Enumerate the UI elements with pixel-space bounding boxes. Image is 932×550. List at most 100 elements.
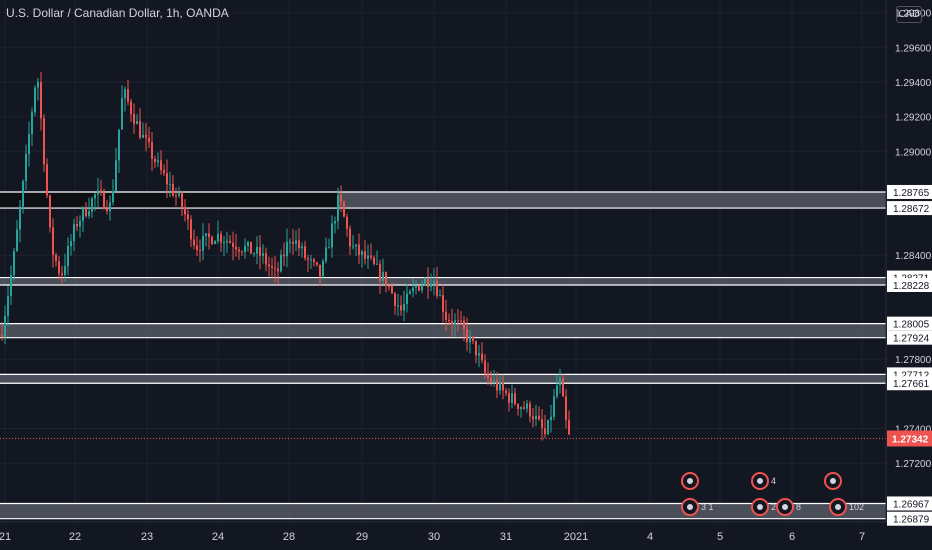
event-marker [824,472,842,490]
candle-body [100,190,102,193]
candle-body [190,219,192,240]
event-marker-dot [830,478,836,484]
candle-body [103,192,105,209]
candle-body [286,241,288,257]
candle-body [481,353,483,361]
candle-body [139,120,141,138]
candle-body [124,89,126,99]
event-marker-dot [687,504,693,510]
candle-body [181,193,183,207]
candle-body [70,241,72,247]
candle-body [472,336,474,341]
candle-body [136,120,138,125]
y-tick-label: 1.29600 [895,43,932,54]
y-tick-label: 1.28400 [895,251,932,262]
candle-body [355,244,357,247]
x-tick-label: 30 [428,531,440,543]
candle-body [10,275,12,297]
candle-body [310,259,312,261]
candle-body [247,241,249,246]
candle-body [343,201,345,217]
y-tick-label: 1.29400 [895,78,932,89]
candle-body [163,170,165,174]
level-label: 1.28005 [893,320,930,331]
candle-body [85,207,87,216]
candle-body [553,396,555,417]
candle-body [454,320,456,325]
candle-body [358,244,360,255]
candle-body [133,114,135,125]
candle-body [76,224,78,227]
candle-body [562,378,564,397]
candle-body [529,403,531,417]
candle-body [43,118,45,165]
sr-zone [0,277,886,286]
candle-body [4,315,6,337]
candle-body [382,271,384,281]
candles [1,71,570,441]
candle-body [424,278,426,285]
candle-body [469,336,471,343]
candle-body [16,229,18,252]
candle-body [64,266,66,276]
candle-body [484,360,486,373]
candle-body [49,195,51,228]
candle-body [271,266,273,268]
candle-body [106,208,108,212]
candle-body [532,416,534,420]
candle-body [253,253,255,255]
candle-body [451,321,453,325]
candle-body [235,246,237,250]
candle-body [550,416,552,421]
candle-body [109,202,111,212]
candle-body [328,247,330,249]
candle-body [244,245,246,253]
x-tick-label: 21 [0,531,11,543]
candle-body [88,211,90,216]
y-tick-label: 1.29000 [895,147,932,158]
level-label: 1.27712 [893,370,930,381]
candle-body [283,254,285,257]
candle-body [91,198,93,212]
candle-body [241,251,243,253]
level-label: 1.28765 [893,188,930,199]
x-tick-label: 28 [283,531,295,543]
candle-body [448,319,450,322]
candle-body [13,251,15,276]
event-marker-dot [757,478,763,484]
candle-body [304,246,306,259]
candle-body [55,254,57,262]
candle-body [319,264,321,277]
sr-zone [0,503,886,519]
candle-body [535,415,537,420]
candle-body [220,233,222,243]
candle-body [487,372,489,378]
candle-body [409,291,411,294]
candle-body [67,246,69,267]
candle-body [307,258,309,260]
candle-body [373,257,375,264]
candle-body [523,407,525,409]
candle-body [127,89,129,102]
candle-body [421,284,423,291]
candle-body [214,241,216,245]
currency-badge[interactable]: CAD [896,6,922,23]
candle-body [256,246,258,254]
candle-body [394,293,396,306]
candle-body [340,195,342,202]
candle-body [184,206,186,215]
candle-body [277,268,279,272]
candle-body [145,134,147,138]
candle-body [376,263,378,265]
candle-body [457,320,459,322]
candle-body [7,296,9,316]
x-tick-label: 22 [69,531,81,543]
candle-body [298,240,300,249]
x-tick-label: 24 [212,531,224,543]
candle-body [193,239,195,246]
candle-body [259,246,261,256]
candle-body [385,271,387,286]
candle-body [379,263,381,281]
x-tick-label: 23 [141,531,153,543]
